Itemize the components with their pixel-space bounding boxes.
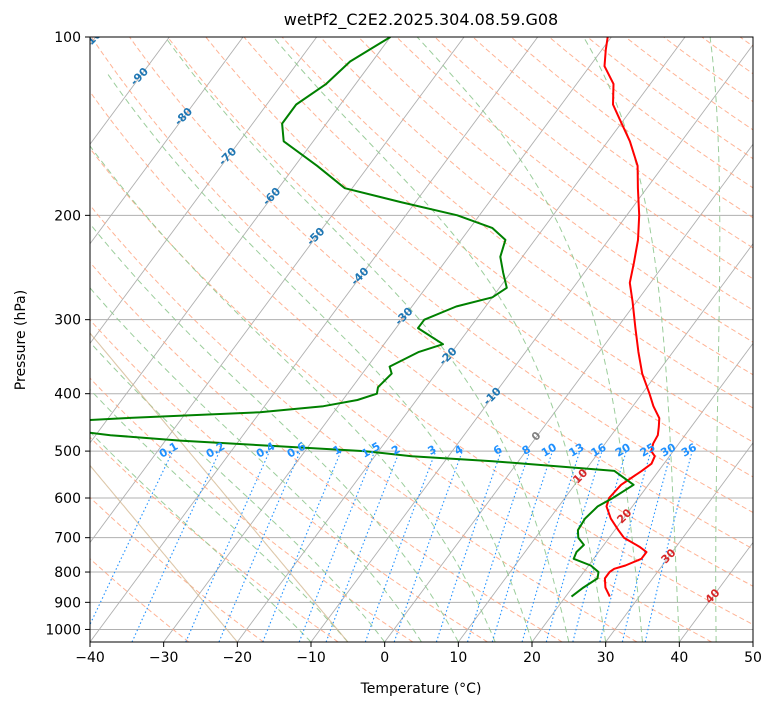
isotherm-gridline: [90, 37, 244, 245]
x-tick-label: 20: [523, 650, 541, 666]
plot-frame: [89, 36, 754, 643]
y-tick-label: 200: [54, 208, 81, 224]
dry-adiabat: [90, 204, 638, 642]
y-tick-label: 500: [54, 444, 81, 460]
y-tick-label: 900: [54, 595, 81, 611]
isotherm-gridline: [457, 243, 753, 642]
x-axis-title: Temperature (°C): [360, 681, 482, 697]
isotherm-gridline: [90, 37, 170, 146]
mixing-ratio-line: [298, 450, 376, 642]
dry-adiabat: [90, 558, 190, 642]
mixing-ratio-line: [262, 450, 342, 642]
dry-adiabat: [90, 377, 414, 642]
x-tick-label: −30: [149, 650, 179, 666]
reference-curve: [90, 332, 349, 642]
series-layer: [90, 37, 661, 598]
moist-adiabat: [90, 145, 496, 642]
mixing-ratio-line: [393, 450, 463, 642]
mixing-ratio-line: [218, 450, 302, 642]
plot-area: 0.10.20.40.611.52346810131620253036-100-…: [90, 37, 753, 642]
x-tick-label: 40: [670, 650, 688, 666]
isotherm-gridline: [90, 37, 318, 345]
y-axis-title: Pressure (hPa): [13, 290, 29, 390]
dry-adiabat: [90, 261, 563, 642]
axis-layer: −40 −30 −20 −10 0 10 20 30 40 50 100 200 300 400 500 60…: [45, 30, 762, 666]
chart-title: wetPf2_C2E2.2025.304.08.59.G08: [284, 10, 558, 30]
moist-adiabat: [106, 72, 533, 642]
isotherm-gridline: [310, 43, 753, 642]
temperature-profile-line: [603, 37, 661, 598]
y-tick-label: 700: [54, 531, 81, 547]
mixing-ratio-line: [435, 450, 502, 642]
dry-adiabat: [167, 37, 753, 514]
mixing-ratio-line: [185, 450, 271, 642]
dewpoint-profile-line: [90, 37, 635, 598]
isotherm-gridline: [90, 37, 539, 642]
dry-adiabat: [281, 37, 753, 409]
moist-adiabat: [90, 287, 422, 642]
moist-adiabat: [90, 223, 459, 642]
moist-adiabat: [416, 37, 643, 642]
mixing-ratio-line: [621, 450, 672, 642]
mixing-ratio-line: [521, 450, 581, 642]
mixing-ratio-line: [491, 450, 554, 642]
isotherm-gridline: [605, 442, 753, 642]
x-tick-label: −40: [75, 650, 105, 666]
mixing-ratio-line: [325, 450, 401, 642]
moist-adiabat: [709, 37, 721, 642]
background-lines-layer: [90, 37, 753, 642]
moist-adiabat: [583, 37, 680, 642]
dry-adiabat: [90, 90, 753, 626]
dry-adiabat: [90, 319, 488, 642]
y-tick-label: 600: [54, 491, 81, 507]
moist-adiabat: [272, 37, 607, 642]
y-tick-label: 400: [54, 387, 81, 403]
plot-background: [90, 37, 753, 642]
isotherm-gridline: [90, 37, 391, 444]
x-tick-label: 10: [449, 650, 467, 666]
reference-curve: [90, 464, 238, 642]
dry-adiabat: [396, 37, 753, 311]
x-tick-label: −20: [223, 650, 253, 666]
x-tick-label: 0: [380, 650, 389, 666]
isotherm-gridline: [531, 342, 753, 642]
y-tick-label: 800: [54, 565, 81, 581]
isotherm-gridline: [236, 37, 686, 642]
moist-adiabat: [90, 388, 349, 642]
isotherm-gridline: [384, 143, 753, 642]
dry-adiabat: [90, 147, 712, 642]
dry-adiabat: [129, 37, 753, 550]
moist-adiabat: [90, 341, 386, 642]
mixing-ratio-line: [466, 450, 531, 642]
x-tick-label: 50: [744, 650, 762, 666]
y-tick-label: 100: [54, 30, 81, 46]
x-tick-label: 30: [597, 650, 615, 666]
mixing-ratio-line: [545, 450, 603, 642]
x-tick-label: −10: [296, 650, 326, 666]
mixing-ratio-line: [599, 450, 652, 642]
mixing-ratio-line: [364, 450, 437, 642]
isotherm-gridline: [163, 37, 612, 642]
moist-adiabat: [164, 37, 570, 642]
mixing-ratio-line: [644, 450, 693, 642]
y-tick-label: 1000: [45, 622, 81, 638]
y-tick-label: 300: [54, 313, 81, 329]
isotherm-gridline: [90, 37, 465, 544]
dry-adiabat: [243, 37, 753, 443]
